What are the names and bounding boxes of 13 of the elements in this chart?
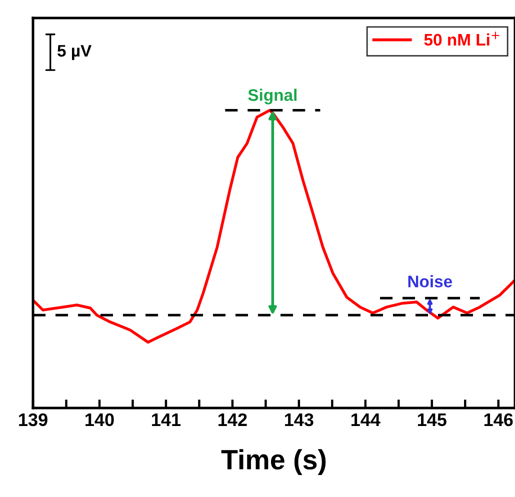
- annotation: Noise: [408, 275, 452, 288]
- x-tick-label: 139: [19, 413, 48, 426]
- x-tick-label: 146: [484, 413, 513, 426]
- text: 5 µV: [58, 45, 92, 60]
- x-tick-label: 141: [152, 414, 181, 426]
- text: Signal: [248, 88, 296, 104]
- legend-label: 50 nM Li$^{+}$: [424, 32, 500, 46]
- x-tick-label: 145: [418, 414, 446, 426]
- x-tick-label: 143: [285, 413, 314, 426]
- x-axis-title: Time (s): [221, 449, 326, 476]
- x-tick-label: 140: [86, 413, 114, 426]
- x-tick-label: 144: [351, 414, 380, 426]
- x-tick-label: 142: [218, 413, 247, 426]
